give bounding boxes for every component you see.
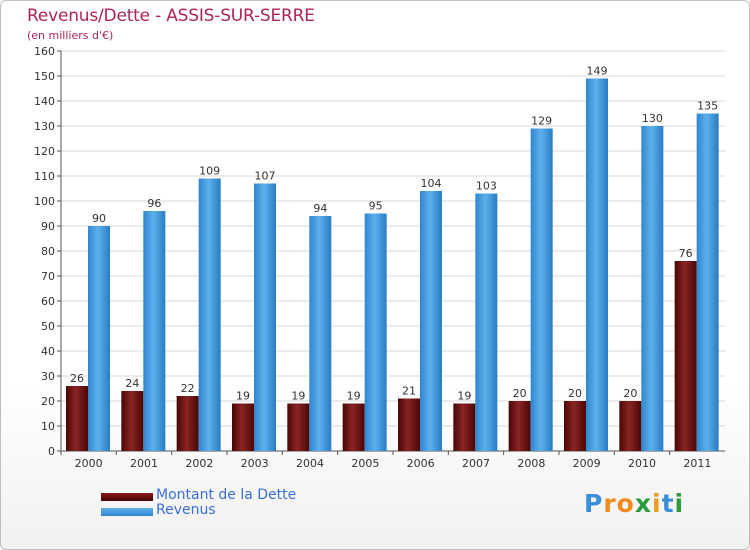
x-tick-label: 2004 <box>296 457 324 470</box>
data-label-dette: 20 <box>623 387 637 400</box>
data-label-dette: 20 <box>513 387 527 400</box>
legend-label-dette: Montant de la Dette <box>156 487 297 503</box>
data-label-dette: 19 <box>347 390 361 403</box>
data-label-dette: 19 <box>457 390 471 403</box>
y-tick-label: 80 <box>41 245 55 258</box>
grid-lines <box>61 50 725 452</box>
data-label-dette: 22 <box>181 382 195 395</box>
bar-revenus <box>254 183 276 451</box>
y-tick-label: 130 <box>34 120 55 133</box>
data-label-dette: 19 <box>291 390 305 403</box>
bar-revenus <box>88 226 110 451</box>
bar-revenus <box>420 191 442 451</box>
bar-dette <box>398 398 420 451</box>
bar-dette <box>66 386 88 451</box>
data-label-revenus: 90 <box>92 212 106 225</box>
bar-dette <box>342 403 365 451</box>
bar-dette <box>508 401 531 451</box>
x-tick-label: 2002 <box>185 457 213 470</box>
bar-dette <box>564 401 586 451</box>
bar-revenus <box>309 216 332 451</box>
data-label-dette: 24 <box>125 377 139 390</box>
logo-letter: x <box>634 489 652 518</box>
chart-subtitle: (en milliers d'€) <box>27 29 114 42</box>
value-labels: 26 90 24 96 22 109 19 107 19 94 19 95 21 104 19 103 20 12… <box>70 65 718 403</box>
data-label-dette: 21 <box>402 385 416 398</box>
bar-dette <box>121 391 144 451</box>
bar-revenus <box>530 128 553 451</box>
x-tick-label: 2010 <box>628 457 656 470</box>
data-label-revenus: 130 <box>642 112 663 125</box>
bar-revenus <box>198 178 221 451</box>
x-tick-label: 2000 <box>75 457 103 470</box>
legend-label-revenus: Revenus <box>156 502 216 518</box>
data-label-revenus: 109 <box>199 165 220 178</box>
data-label-revenus: 96 <box>147 197 161 210</box>
x-tick-label: 2005 <box>351 457 379 470</box>
data-label-revenus: 107 <box>255 170 276 183</box>
x-tick-label: 2001 <box>130 457 158 470</box>
data-label-revenus: 94 <box>313 202 327 215</box>
data-label-dette: 76 <box>679 247 693 260</box>
bar-revenus <box>641 126 664 451</box>
y-tick-label: 140 <box>34 95 55 108</box>
x-tick-label: 2007 <box>462 457 490 470</box>
y-tick-label: 10 <box>41 420 55 433</box>
y-tick-label: 100 <box>34 195 55 208</box>
bar-revenus <box>696 113 719 451</box>
logo-letter: t <box>661 489 675 518</box>
proxiti-logo: Proxiti <box>584 489 684 518</box>
x-tick-label: 2011 <box>683 457 711 470</box>
legend-swatch-revenus <box>101 508 153 516</box>
data-label-revenus: 135 <box>697 100 718 113</box>
x-tick-label: 2003 <box>241 457 269 470</box>
y-tick-label: 50 <box>41 320 55 333</box>
logo-letter: P <box>584 489 604 518</box>
legend-swatch-dette <box>101 493 153 501</box>
data-label-revenus: 103 <box>476 180 497 193</box>
data-label-dette: 26 <box>70 372 84 385</box>
data-label-revenus: 104 <box>421 177 442 190</box>
bar-dette <box>674 261 697 451</box>
x-tick-label: 2008 <box>517 457 545 470</box>
y-tick-label: 40 <box>41 345 55 358</box>
x-tick-label: 2009 <box>573 457 601 470</box>
axes: 0 10 20 30 40 50 60 70 80 90 100 110 120 130 140 150 160… <box>34 45 725 470</box>
y-tick-label: 90 <box>41 220 55 233</box>
bar-dette <box>619 401 642 451</box>
y-tick-label: 150 <box>34 70 55 83</box>
bar-dette <box>232 403 254 451</box>
data-label-revenus: 149 <box>587 65 608 78</box>
logo-letter: i <box>652 489 662 518</box>
bar-revenus <box>475 193 498 451</box>
bars <box>66 78 719 451</box>
bar-dette <box>453 403 476 451</box>
bar-dette <box>176 396 199 451</box>
bar-revenus <box>143 211 166 451</box>
data-label-revenus: 129 <box>531 115 552 128</box>
y-tick-label: 0 <box>48 445 55 458</box>
bar-dette <box>287 403 310 451</box>
data-label-dette: 19 <box>236 390 250 403</box>
data-label-dette: 20 <box>568 387 582 400</box>
logo-letter: i <box>674 489 685 518</box>
bar-revenus <box>586 78 608 451</box>
y-tick-label: 120 <box>34 145 55 158</box>
logo-letter: r <box>603 489 617 518</box>
y-tick-label: 60 <box>41 295 55 308</box>
x-tick-label: 2006 <box>407 457 435 470</box>
bar-revenus <box>364 213 387 451</box>
y-tick-label: 70 <box>41 270 55 283</box>
y-tick-label: 30 <box>41 370 55 383</box>
y-tick-label: 110 <box>34 170 55 183</box>
chart-title: Revenus/Dette - ASSIS-SUR-SERRE <box>27 6 315 26</box>
data-label-revenus: 95 <box>369 200 383 213</box>
y-tick-label: 160 <box>34 45 55 58</box>
y-tick-label: 20 <box>41 395 55 408</box>
logo-letter: o <box>616 489 635 518</box>
